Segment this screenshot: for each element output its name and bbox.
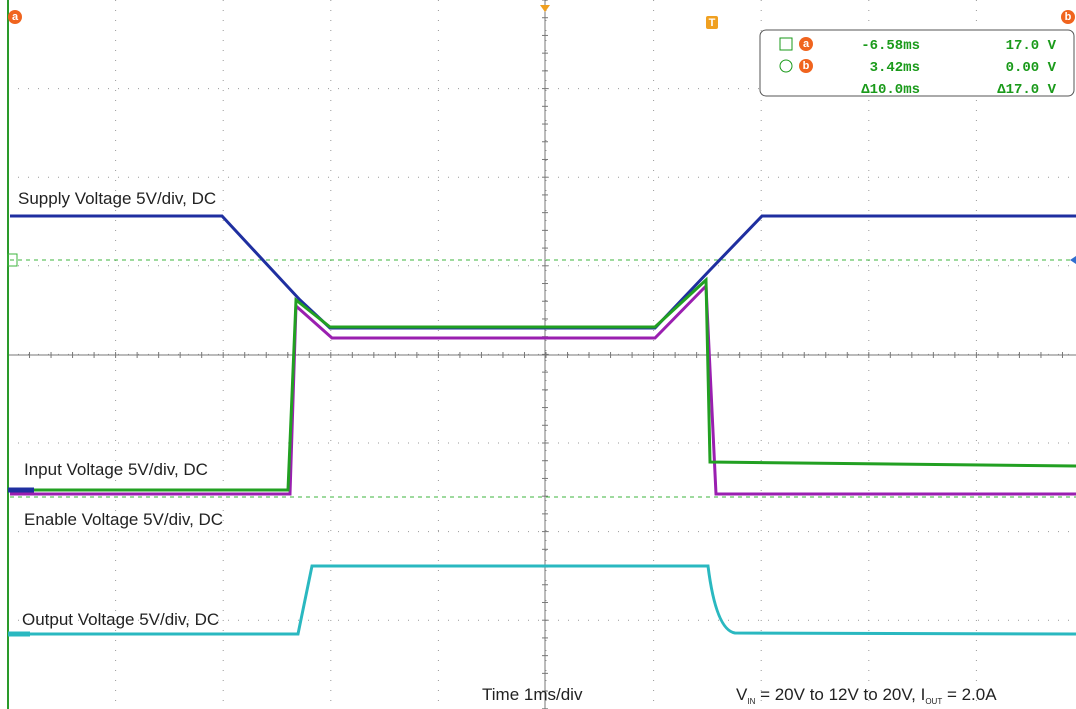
trigger-position [540,5,550,12]
readout-time: -6.58ms [861,38,920,54]
caption-part: = 20V to 12V to 20V, I [755,685,925,704]
readout-a-text: a [803,38,810,50]
cursor-b-icon [779,59,793,73]
marker-b-text: b [1065,11,1072,23]
marker-b [1061,10,1075,24]
readout-voltage: Δ17.0 V [997,82,1056,98]
output-label: Output Voltage 5V/div, DC [22,610,219,629]
time-label: Time 1ms/div [482,685,583,704]
caption-sub: OUT [925,697,942,706]
cursor-a-icon [779,37,793,51]
readout-b [799,59,813,73]
readout-voltage: 17.0 V [1006,38,1057,54]
level-marker [1070,256,1076,264]
caption-sub: IN [747,697,755,706]
supply-label: Supply Voltage 5V/div, DC [18,189,216,208]
cursor-handle [7,253,18,267]
readout-a [799,37,813,51]
trigger-text: T [709,17,716,29]
marker-a-text: a [12,11,19,23]
readout-time: Δ10.0ms [861,82,920,98]
readout-voltage: 0.00 V [1006,60,1057,76]
enable-label: Enable Voltage 5V/div, DC [24,510,223,529]
readout-b-text: b [803,60,810,72]
marker-a [8,10,22,24]
readout-box [759,29,1075,97]
enable-trace [10,282,1076,496]
output-trace [10,564,1076,636]
trigger-marker [706,16,718,29]
readout-time: 3.42ms [870,60,920,76]
caption-part: = 2.0A [942,685,997,704]
caption-part: V [736,685,748,704]
caption: VIN = 20V to 12V to 20V, IOUT = 2.0A [736,685,997,706]
readout-values: -6.58ms 17.0 V 3.42ms 0.00 V Δ10.0ms Δ17.0 V [861,38,1056,98]
grid [7,0,1076,709]
input-label: Input Voltage 5V/div, DC [24,460,208,479]
input-trace [10,276,1076,492]
supply-trace [10,214,1076,330]
